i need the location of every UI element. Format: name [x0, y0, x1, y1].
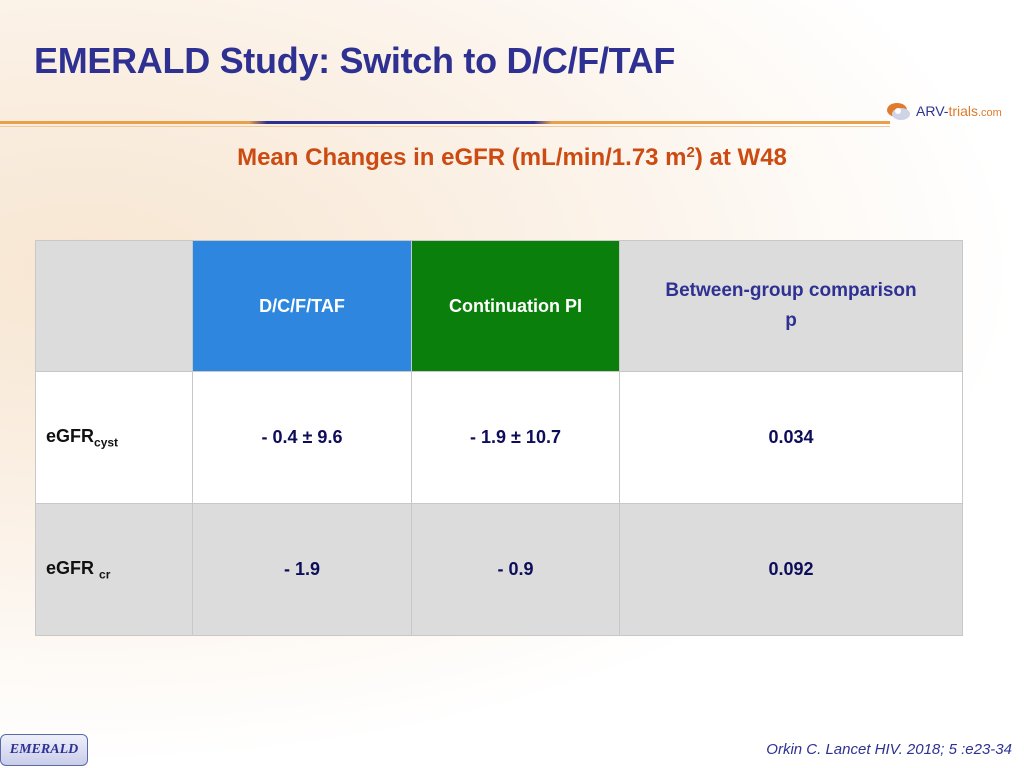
slide-title: EMERALD Study: Switch to D/C/F/TAF [34, 40, 676, 81]
cell-p-value: 0.034 [619, 371, 963, 504]
header-continuation-pi: Continuation PI [411, 240, 620, 372]
logo-emblem-icon [887, 103, 910, 120]
row-label-subscript: cr [99, 567, 111, 582]
subtitle-end: ) at W48 [694, 144, 787, 171]
egfr-results-table: D/C/F/TAF Continuation PI Between-group … [35, 240, 963, 636]
cell-dcftaf-value: - 1.9 [192, 503, 412, 636]
cell-p-value: 0.092 [619, 503, 963, 636]
row-label-egfr-cr: eGFR cr [35, 503, 193, 636]
row-label-subscript: cyst [94, 435, 119, 450]
subtitle-main: Mean Changes in eGFR (mL/min/1.73 m [237, 144, 687, 171]
header-compare-line1: Between-group comparison [665, 280, 917, 301]
title-divider [0, 121, 890, 124]
logo-text-a: ARV- [916, 103, 949, 119]
cell-continuation-value: - 1.9 ± 10.7 [411, 371, 620, 504]
logo-text-c: .com [978, 107, 1002, 119]
cell-dcftaf-value: - 0.4 ± 9.6 [192, 371, 412, 504]
study-tag-badge: EMERALD [0, 734, 88, 766]
arv-trials-logo: ARV-trials.com [886, 99, 1016, 127]
subtitle-superscript: 2 [686, 144, 695, 161]
header-dcftaf: D/C/F/TAF [192, 240, 412, 372]
title-divider-thin [0, 126, 890, 127]
row-label-text: eGFR [46, 425, 95, 446]
row-label-egfr-cyst: eGFRcyst [35, 371, 193, 504]
logo-text-b: trials [948, 103, 978, 119]
cell-continuation-value: - 0.9 [411, 503, 620, 636]
header-between-group-comparison: Between-group comparison p [619, 240, 963, 372]
header-empty-cell [35, 240, 193, 372]
table-header-row: D/C/F/TAF Continuation PI Between-group … [35, 240, 963, 372]
citation-reference: Orkin C. Lancet HIV. 2018; 5 :e23-34 [766, 741, 1012, 758]
row-label-text: eGFR [46, 557, 100, 578]
table-row: eGFRcyst - 0.4 ± 9.6 - 1.9 ± 10.7 0.034 [35, 371, 963, 504]
slide-subtitle: Mean Changes in eGFR (mL/min/1.73 m2) at… [0, 144, 1024, 172]
table-row: eGFR cr - 1.9 - 0.9 0.092 [35, 503, 963, 636]
header-compare-line2: p [785, 310, 797, 331]
logo-text: ARV-trials.com [916, 103, 1002, 119]
